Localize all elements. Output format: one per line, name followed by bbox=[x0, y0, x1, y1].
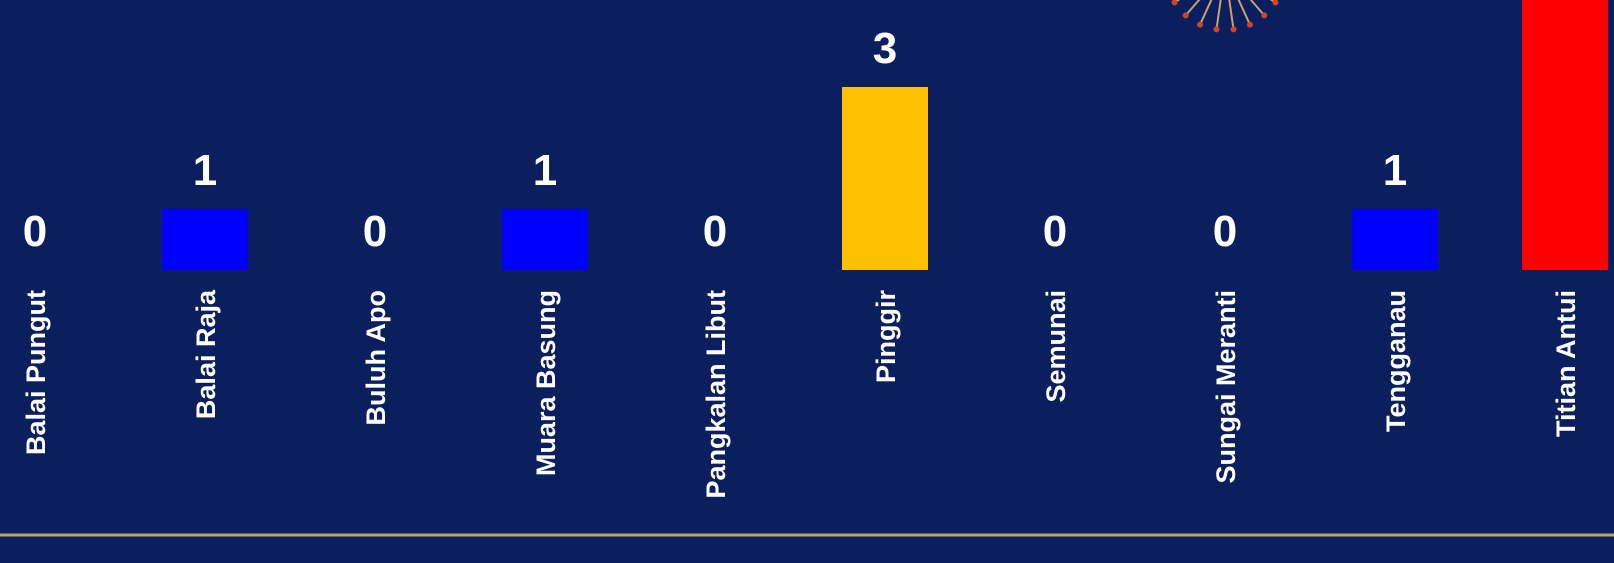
category-label-tengganau: Tengganau bbox=[1381, 290, 1411, 432]
virus-spike bbox=[1199, 0, 1213, 25]
category-label-semunai: Semunai bbox=[1041, 290, 1071, 403]
virus-spike-tip bbox=[1182, 12, 1189, 19]
virus-spike-tip bbox=[1171, 0, 1178, 6]
virus-spike bbox=[1228, 0, 1235, 30]
category-label-buluh-apo: Buluh Apo bbox=[361, 290, 391, 425]
virus-spike bbox=[1249, 0, 1266, 16]
virus-spike bbox=[1269, 0, 1277, 4]
value-label-tengganau: 1 bbox=[1383, 146, 1407, 195]
category-label-titian-antui: Titian Antui bbox=[1551, 290, 1581, 437]
category-label-balai-pungut: Balai Pungut bbox=[21, 290, 51, 455]
category-label-pangkalan-libut: Pangkalan Libut bbox=[701, 290, 731, 499]
value-label-pinggir: 3 bbox=[873, 24, 897, 73]
value-label-pangkalan-libut: 0 bbox=[703, 207, 727, 256]
category-label-pinggir: Pinggir bbox=[871, 290, 901, 383]
bar-titian-antui bbox=[1522, 0, 1608, 270]
category-labels-group: Balai Pungut Balai Raja Buluh Apo Muara Bas… bbox=[21, 289, 1581, 499]
bar-balai-raja bbox=[162, 209, 248, 270]
value-label-buluh-apo: 0 bbox=[363, 207, 387, 256]
bar-muara-basung bbox=[502, 209, 588, 270]
virus-spike-tip bbox=[1261, 12, 1268, 19]
bar-pinggir bbox=[842, 87, 928, 270]
value-labels-group: 0 1 0 1 0 3 0 0 1 bbox=[23, 24, 1407, 256]
virus-spike-tip bbox=[1272, 0, 1279, 6]
category-label-sungai-meranti: Sungai Meranti bbox=[1211, 290, 1241, 484]
value-label-balai-pungut: 0 bbox=[23, 207, 47, 256]
virus-spike bbox=[1237, 0, 1251, 25]
virus-spike bbox=[1184, 0, 1201, 16]
virus-spike-tip bbox=[1197, 21, 1204, 28]
bars-group bbox=[162, 0, 1608, 270]
virus-icon bbox=[1171, 0, 1279, 33]
category-label-balai-raja: Balai Raja bbox=[191, 289, 221, 419]
value-label-balai-raja: 1 bbox=[193, 146, 217, 195]
category-label-muara-basung: Muara Basung bbox=[531, 290, 561, 476]
virus-spike-tip bbox=[1246, 21, 1253, 28]
value-label-sungai-meranti: 0 bbox=[1213, 207, 1237, 256]
value-label-muara-basung: 1 bbox=[533, 146, 557, 195]
virus-spike-tip bbox=[1213, 26, 1220, 33]
bar-tengganau bbox=[1352, 209, 1438, 270]
virus-spike bbox=[1215, 0, 1222, 30]
virus-spike-tip bbox=[1230, 26, 1237, 33]
value-label-semunai: 0 bbox=[1043, 207, 1067, 256]
virus-spike bbox=[1173, 0, 1181, 4]
